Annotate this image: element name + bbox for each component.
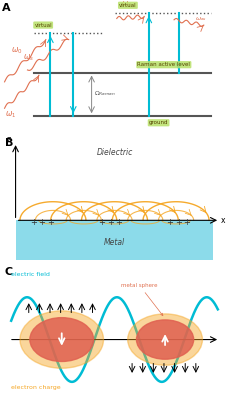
Text: Dielectric: Dielectric	[96, 148, 133, 157]
Text: $\Omega_{Raman}$: $\Omega_{Raman}$	[94, 89, 116, 98]
Text: B: B	[5, 138, 13, 148]
Text: z: z	[7, 135, 11, 144]
Circle shape	[20, 311, 104, 368]
Text: $\omega_0$: $\omega_0$	[11, 46, 23, 56]
Text: +: +	[38, 218, 45, 227]
Text: A: A	[2, 3, 11, 13]
Text: +: +	[107, 218, 114, 227]
Text: +: +	[30, 218, 37, 227]
Text: C: C	[5, 267, 13, 277]
Text: $\omega_0$: $\omega_0$	[121, 0, 133, 10]
Circle shape	[30, 318, 94, 362]
Text: virtual: virtual	[119, 3, 137, 8]
Text: +: +	[184, 218, 191, 227]
Text: $\omega_1$: $\omega_1$	[5, 109, 16, 120]
Text: +: +	[47, 218, 54, 227]
Circle shape	[136, 320, 194, 359]
Circle shape	[128, 314, 202, 365]
Text: ground: ground	[149, 120, 168, 125]
Text: $\omega_s$: $\omega_s$	[23, 52, 34, 63]
Text: $\omega_{as}$: $\omega_{as}$	[195, 15, 207, 23]
Bar	[16, 220, 213, 260]
Text: x: x	[221, 216, 226, 225]
Text: Metal: Metal	[104, 238, 125, 247]
Text: virtual: virtual	[34, 22, 52, 28]
Text: electric field: electric field	[11, 272, 50, 277]
Text: +: +	[175, 218, 182, 227]
Text: +: +	[166, 218, 173, 227]
Text: +: +	[115, 218, 122, 227]
Text: metal sphere: metal sphere	[121, 283, 163, 316]
Text: Raman active level: Raman active level	[137, 62, 190, 67]
Text: electron charge: electron charge	[11, 386, 61, 390]
Text: +: +	[98, 218, 105, 227]
